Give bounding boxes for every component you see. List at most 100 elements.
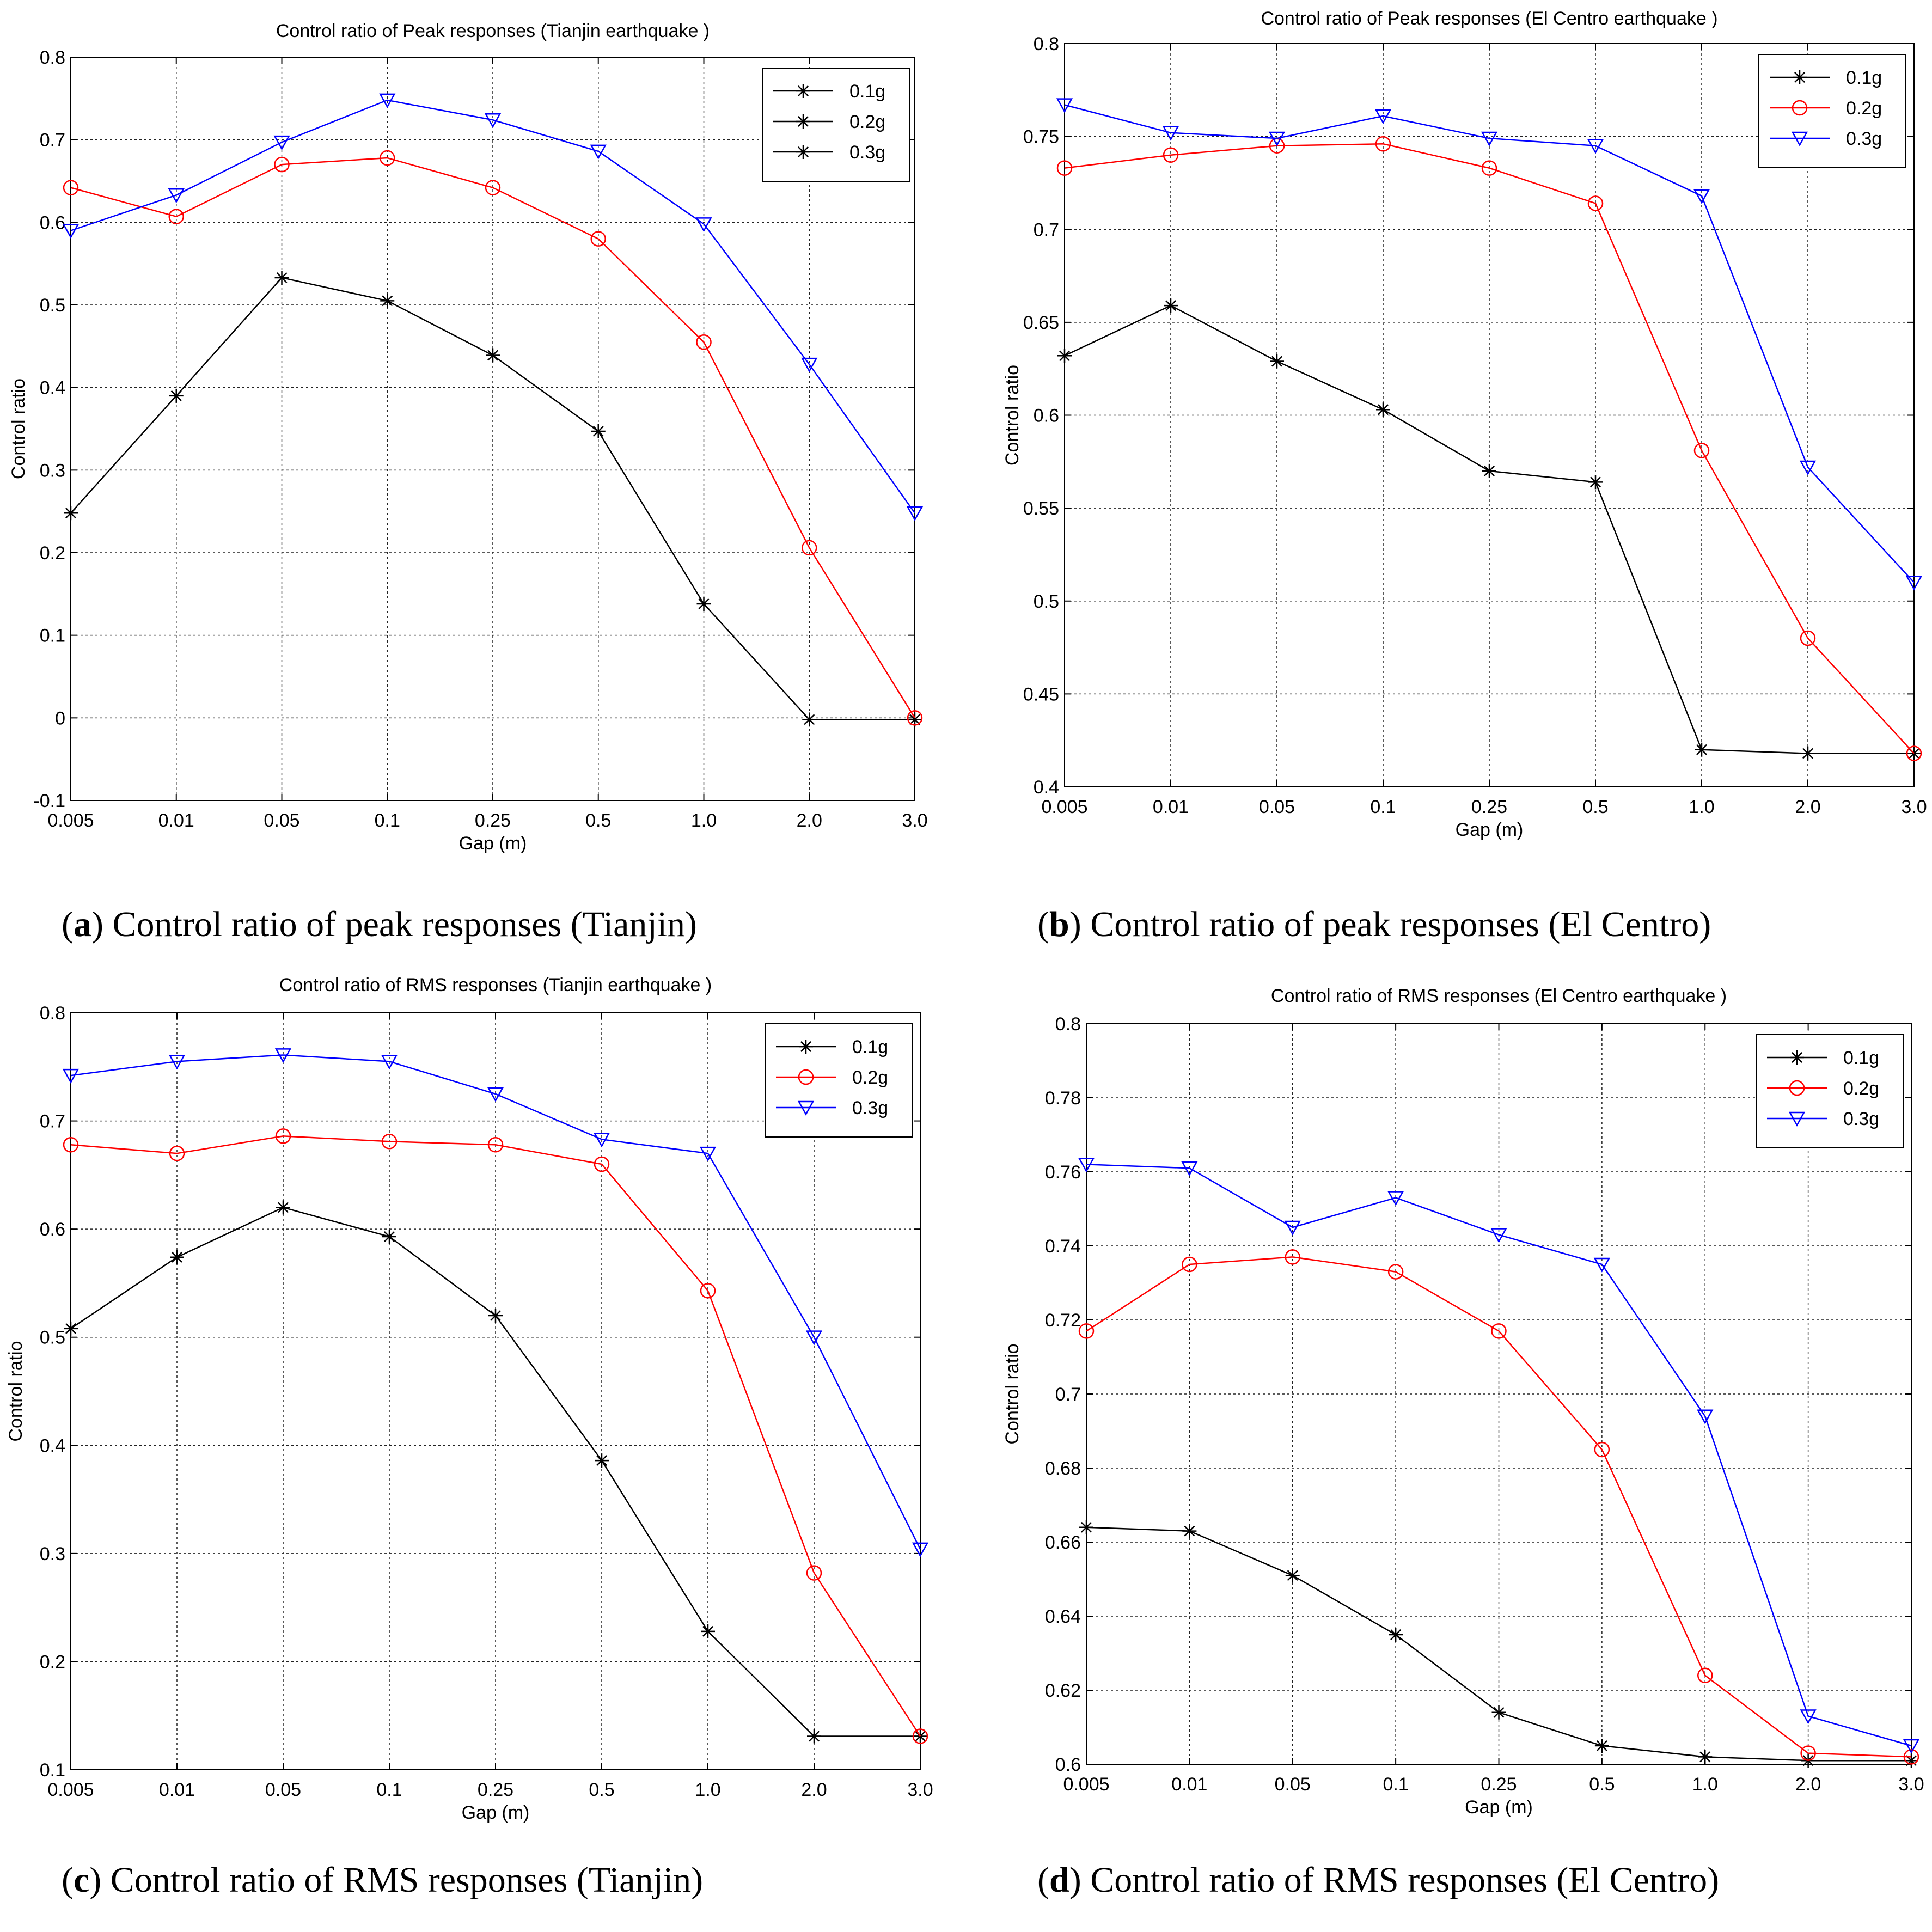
data-point [595, 1453, 609, 1468]
series-0.3g [1078, 1158, 1920, 1754]
legend-box [1756, 1034, 1904, 1148]
data-point [802, 712, 817, 727]
data-point [912, 1728, 928, 1744]
x-tick-label: 0.25 [475, 810, 511, 831]
data-point [170, 1250, 184, 1264]
ticks: 0.005 0.01 0.05 0.1 0.25 0.5 1.0 2.0 3.0 -0.1 0 0.1… [33, 47, 927, 831]
data-point [806, 1565, 822, 1581]
x-tick-label: 2.0 [1795, 1774, 1821, 1795]
data-point [1481, 131, 1498, 146]
data-point [1693, 443, 1710, 458]
data-point [1491, 1323, 1507, 1339]
x-axis-label: Gap (m) [462, 1802, 530, 1823]
y-tick-label: 0.3 [40, 460, 65, 481]
y-tick-label: 0.66 [1045, 1532, 1081, 1553]
x-tick-label: 0.1 [376, 1780, 402, 1800]
legend-label: 0.1g [852, 1037, 888, 1057]
series-0.2g [63, 1128, 928, 1744]
data-point [168, 1055, 186, 1070]
y-tick-label: 0.4 [40, 378, 65, 399]
legend-marker [796, 84, 810, 98]
data-point [1268, 131, 1286, 146]
x-tick-label: 0.01 [158, 810, 194, 831]
series-line [1086, 1164, 1912, 1747]
data-point [380, 150, 395, 166]
y-axis-label: Control ratio [8, 378, 29, 479]
caption-b: (b) Control ratio of peak responses (El … [1037, 904, 1711, 944]
y-tick-label: 0.45 [1023, 684, 1059, 705]
data-point [62, 224, 80, 239]
data-point [1285, 1568, 1300, 1583]
y-tick-label: 0.1 [40, 626, 65, 646]
y-tick-label: 0.78 [1045, 1088, 1081, 1109]
data-point [1594, 1441, 1610, 1458]
series-line [1086, 1256, 1912, 1758]
x-tick-label: 3.0 [907, 1780, 933, 1800]
data-point [168, 209, 184, 224]
x-tick-label: 0.1 [1370, 797, 1396, 817]
x-axis-label: Gap (m) [459, 833, 527, 854]
legend-label: 0.3g [849, 142, 885, 163]
data-point [1800, 630, 1816, 646]
data-point [273, 135, 290, 151]
x-tick-label: 0.005 [1063, 1774, 1109, 1795]
data-point [1697, 1409, 1714, 1424]
x-tick-label: 1.0 [695, 1780, 720, 1800]
data-point [801, 357, 818, 373]
data-point [382, 1230, 396, 1244]
data-point [807, 1729, 821, 1744]
grid-lines [1065, 44, 1914, 787]
x-tick-label: 1.0 [1689, 797, 1714, 817]
x-tick-label: 0.1 [1383, 1774, 1408, 1795]
y-tick-label: 0.2 [40, 543, 65, 564]
data-point [1387, 1191, 1404, 1206]
data-point [1906, 745, 1922, 761]
data-point [274, 1048, 292, 1063]
data-point [1905, 576, 1923, 591]
y-tick-label: 0.5 [1034, 591, 1059, 612]
data-point [1903, 1739, 1920, 1754]
data-point [1587, 195, 1604, 211]
y-tick-label: 0.6 [1055, 1754, 1081, 1775]
y-tick-label: -0.1 [33, 791, 65, 811]
x-tick-label: 0.5 [585, 810, 611, 831]
x-tick-label: 2.0 [1795, 797, 1820, 817]
data-point [274, 270, 289, 285]
ticks: 0.005 0.01 0.05 0.1 0.25 0.5 1.0 2.0 3.0 0.4 0.45 0… [1023, 34, 1927, 817]
data-point [1482, 463, 1496, 478]
y-tick-label: 0 [55, 708, 65, 729]
legend-label: 0.1g [849, 81, 885, 102]
data-point [802, 540, 817, 556]
x-tick-label: 0.01 [159, 1780, 195, 1800]
chart-title: Control ratio of Peak responses (El Cent… [1261, 8, 1717, 29]
data-point [1181, 1161, 1198, 1177]
data-point [487, 1087, 504, 1102]
y-tick-label: 0.6 [40, 212, 65, 233]
y-tick-label: 0.64 [1045, 1606, 1081, 1627]
data-point [1903, 1749, 1919, 1765]
data-point [1695, 742, 1709, 757]
y-tick-label: 0.2 [40, 1652, 65, 1672]
x-tick-label: 0.5 [1582, 797, 1608, 817]
data-point [63, 180, 79, 195]
y-tick-label: 0.3 [40, 1544, 65, 1564]
y-tick-label: 0.4 [1034, 777, 1059, 798]
chart-title: Control ratio of RMS responses (El Centr… [1271, 986, 1727, 1006]
legend-marker [799, 1040, 813, 1054]
legend-box [765, 1023, 913, 1138]
data-point [590, 144, 607, 160]
series-line [70, 99, 916, 513]
legend-marker [1793, 70, 1807, 84]
x-tick-label: 3.0 [1898, 1774, 1924, 1795]
y-tick-label: 0.55 [1023, 498, 1059, 519]
series-0.2g [63, 150, 923, 726]
data-point [1387, 1264, 1404, 1280]
y-tick-label: 0.76 [1045, 1162, 1081, 1183]
chart-title: Control ratio of Peak responses (Tianjin… [276, 21, 710, 41]
data-point [486, 348, 500, 363]
data-point [1481, 160, 1497, 176]
legend-box [762, 68, 910, 182]
legend-box [1758, 54, 1906, 168]
